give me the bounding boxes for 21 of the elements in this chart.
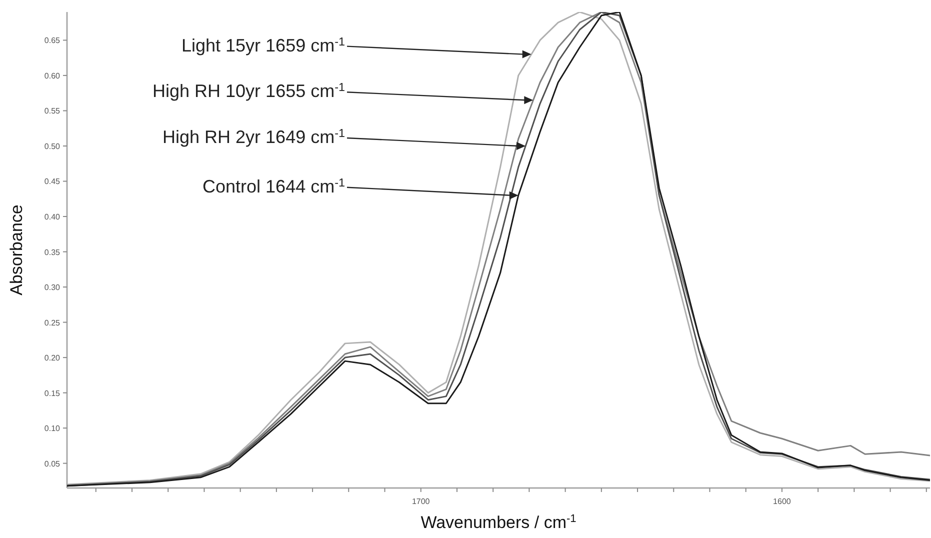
annotation: High RH 10yr 1655 cm$^{-1}$ [152,80,345,102]
annotation: Control 1644 cm$^{-1}$ [202,176,345,196]
y-tick-label: 0.40 [44,212,61,222]
y-tick-label: 0.25 [44,318,61,328]
y-tick-label: 0.65 [44,36,61,46]
y-axis-title: Absorbance [7,204,26,296]
y-tick-label: 0.10 [44,424,61,434]
y-tick-label: 0.30 [44,283,61,292]
y-tick-label: 0.05 [44,459,61,468]
annotation: Light 15yr 1659 cm$^{-1}$ [182,34,345,56]
annotation: High RH 2yr 1649 cm$^{-1}$ [162,126,345,147]
y-tick-label: 0.55 [44,106,61,116]
x-tick-label: 1700 [412,497,430,506]
x-tick-label: 1600 [773,497,792,506]
y-tick-label: 0.45 [44,177,61,186]
y-tick-label: 0.20 [44,354,61,363]
y-tick-label: 0.35 [44,248,61,257]
y-tick-label: 0.15 [44,388,61,398]
x-axis-title: Wavenumbers / cm$^{-1}$ [420,513,576,532]
y-tick-label: 0.50 [44,142,61,151]
y-tick-label: 0.60 [44,71,61,80]
